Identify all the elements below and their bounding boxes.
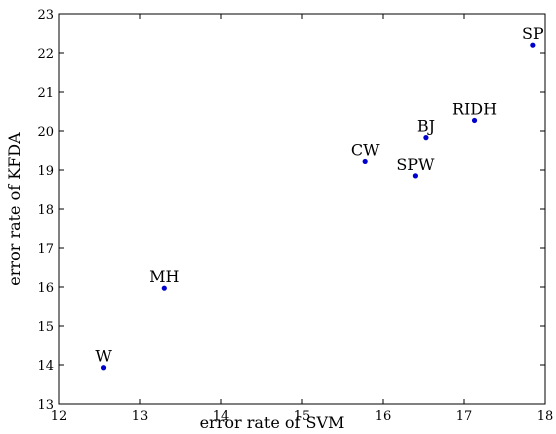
y-tick-label: 13 (37, 398, 54, 413)
point-sp (530, 42, 536, 48)
point-labels: W MH CW SPW BJ RIDH SP (95, 24, 544, 366)
x-tick-label: 14 (213, 409, 230, 424)
point-label-ridh: RIDH (452, 99, 497, 118)
y-tick-label: 16 (37, 281, 54, 296)
y-tick-label: 14 (37, 359, 54, 374)
point-label-spw: SPW (396, 155, 435, 174)
y-tick-label: 20 (37, 125, 54, 140)
point-mh (161, 285, 167, 291)
point-label-bj: BJ (417, 117, 435, 136)
point-label-cw: CW (351, 140, 380, 159)
y-tick-label: 18 (37, 203, 54, 218)
plot-area (58, 13, 546, 405)
y-tick-label: 17 (37, 242, 54, 257)
point-cw (362, 158, 368, 165)
y-tick-label: 22 (37, 47, 54, 62)
point-spw (412, 173, 418, 179)
point-w (100, 365, 107, 371)
y-axis-label: error rate of KFDA (5, 132, 24, 286)
point-label-mh: MH (149, 267, 179, 286)
point-ridh (471, 117, 478, 124)
y-tick-label: 23 (37, 8, 54, 23)
point-bj (423, 135, 429, 141)
point-label-w: W (95, 347, 112, 366)
x-tick-label: 15 (294, 409, 311, 424)
point-label-sp: SP (522, 24, 544, 43)
x-axis-label: error rate of SVM (200, 413, 345, 432)
data-points (100, 42, 536, 371)
x-tick-label: 13 (132, 409, 149, 424)
axis-ticks (58, 13, 546, 405)
y-tick-label: 15 (37, 320, 54, 335)
x-tick-label: 12 (51, 409, 68, 424)
y-tick-label: 19 (37, 164, 54, 179)
x-tick-label: 18 (537, 409, 554, 424)
x-tick-label: 16 (375, 409, 392, 424)
x-tick-label: 17 (456, 409, 473, 424)
y-tick-label: 21 (37, 86, 54, 101)
